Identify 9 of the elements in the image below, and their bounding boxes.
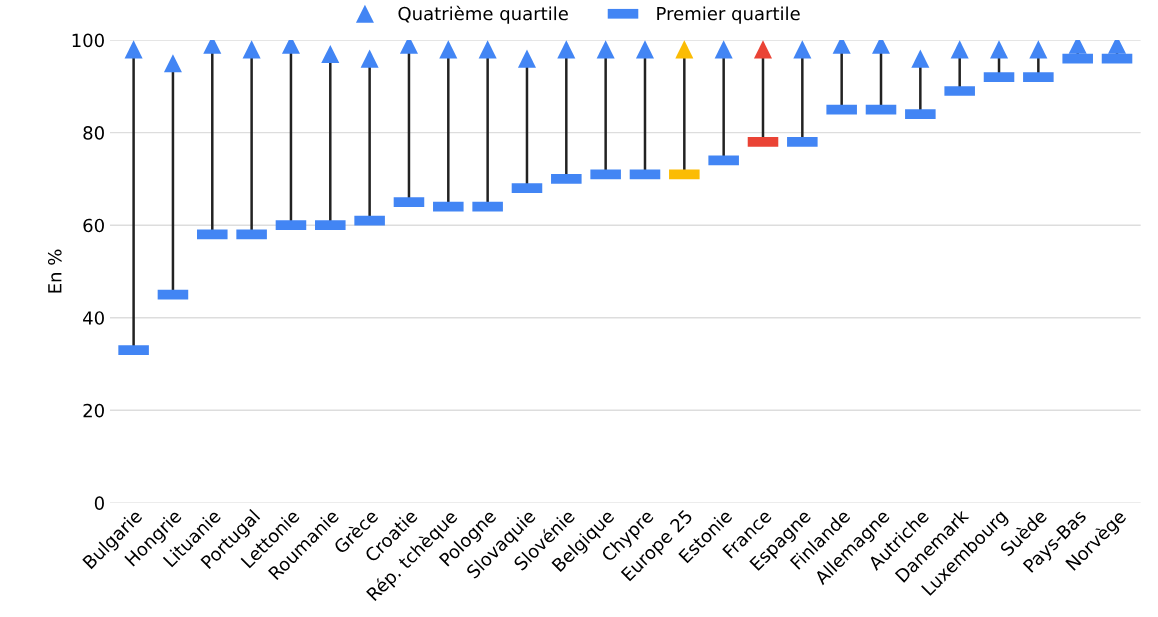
- y-tick-label: 60: [83, 218, 104, 233]
- legend-label: Premier quartile: [657, 6, 800, 24]
- y-tick-label: 40: [83, 311, 104, 325]
- y-tick-label: 20: [83, 403, 104, 418]
- legend-label: Quatrième quartile: [398, 5, 568, 24]
- y-tick-label: 80: [83, 126, 104, 140]
- y-tick-label: 0: [94, 496, 104, 510]
- y-tick-label: 100: [72, 33, 104, 48]
- y-axis-title: En %: [47, 249, 62, 293]
